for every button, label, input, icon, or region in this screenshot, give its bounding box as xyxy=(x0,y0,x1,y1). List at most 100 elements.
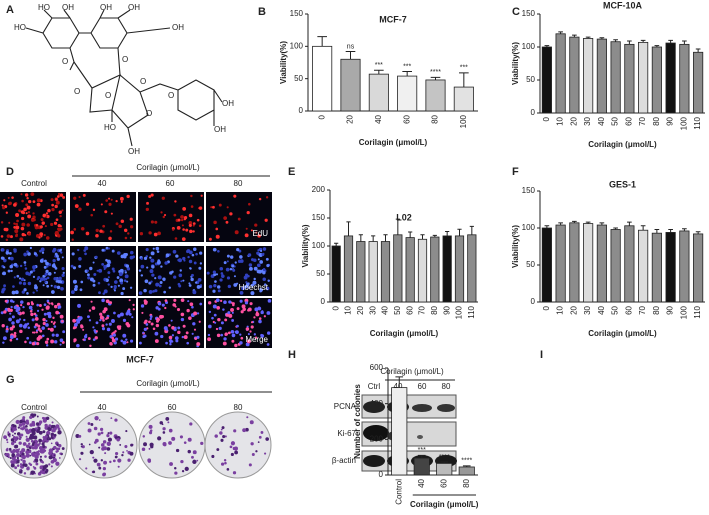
cell-dot xyxy=(84,252,87,256)
cell-dot xyxy=(109,230,113,233)
cell-dot xyxy=(7,196,10,199)
cell-dot xyxy=(129,217,133,221)
cell-dot xyxy=(140,257,143,261)
cell-dot xyxy=(191,253,195,257)
cell-dot xyxy=(131,316,134,319)
cell-dot xyxy=(175,339,179,343)
cell-dot xyxy=(22,211,26,215)
colony xyxy=(41,442,45,446)
band xyxy=(437,404,455,412)
panel-label: E xyxy=(288,166,295,178)
cell-dot xyxy=(78,195,81,199)
cell-dot xyxy=(148,320,151,324)
cell-dot xyxy=(45,344,49,347)
cell-dot xyxy=(113,289,116,292)
cell-dot xyxy=(2,336,7,341)
cell-dot xyxy=(88,319,92,322)
cell-dot xyxy=(105,299,110,304)
cell-dot xyxy=(8,221,11,224)
colony xyxy=(35,462,39,466)
panel-label: C xyxy=(512,6,520,18)
error-bar xyxy=(334,242,339,246)
panel-label: F xyxy=(512,166,519,178)
cell-dot xyxy=(104,210,108,214)
cell-dot xyxy=(45,236,50,240)
treatment-label: Corilagin (μmol/L) xyxy=(380,367,444,376)
cell-dot xyxy=(8,251,12,255)
cell-dot xyxy=(215,273,219,276)
bar xyxy=(583,223,594,303)
colony xyxy=(220,438,224,442)
colony xyxy=(163,442,167,447)
cell-dot xyxy=(143,334,147,338)
bar xyxy=(343,235,354,303)
y-axis-label: Viability(%) xyxy=(511,42,520,85)
colony xyxy=(109,431,113,435)
colony xyxy=(34,454,39,460)
cell-dot xyxy=(119,278,124,283)
cell-dot xyxy=(177,326,181,330)
colony xyxy=(29,415,33,419)
cell-dot xyxy=(116,276,120,279)
bar xyxy=(638,41,649,114)
cell-dot xyxy=(264,218,268,222)
colony xyxy=(28,446,32,449)
error-bar xyxy=(462,465,471,467)
cell-dot xyxy=(120,291,124,296)
cell-dot xyxy=(93,273,97,277)
cell-dot xyxy=(247,286,251,289)
colony xyxy=(232,471,237,475)
error-bar xyxy=(445,230,450,236)
cell-dot xyxy=(244,273,249,277)
cell-dot xyxy=(34,285,38,290)
x-tick-label: 0 xyxy=(317,114,326,119)
colony xyxy=(15,419,20,425)
cell-dot xyxy=(52,249,56,253)
x-tick-label: 100 xyxy=(459,114,468,128)
cell-dot xyxy=(86,273,90,277)
colony xyxy=(87,422,91,425)
cell-dot xyxy=(82,328,85,331)
column-label: 60 xyxy=(168,403,177,412)
cell-dot xyxy=(171,228,175,231)
cell-dot xyxy=(31,331,34,334)
cell-dot xyxy=(188,259,193,264)
colony xyxy=(100,443,105,447)
chart-title: MCF-7 xyxy=(379,14,407,24)
colony xyxy=(80,443,83,446)
cell-dot xyxy=(104,279,107,282)
cell-dot xyxy=(43,234,46,237)
colony xyxy=(89,449,94,455)
cell-dot xyxy=(13,225,16,229)
cell-dot xyxy=(85,231,90,236)
atom-label: OH xyxy=(62,3,74,12)
colony xyxy=(53,454,56,457)
colony xyxy=(29,423,33,427)
error-bar xyxy=(417,454,426,459)
colony xyxy=(192,450,197,455)
cell-dot xyxy=(256,263,261,268)
colony xyxy=(45,416,50,420)
cell-dot xyxy=(182,256,186,261)
cell-dot xyxy=(208,310,212,314)
cell-dot xyxy=(85,202,90,206)
cell-dot xyxy=(53,277,57,281)
cell-dot xyxy=(143,256,148,261)
column-label: 40 xyxy=(98,403,107,412)
colony xyxy=(106,434,110,438)
cell-dot xyxy=(23,261,27,264)
colony xyxy=(165,417,170,421)
cell-dot xyxy=(118,224,122,229)
colony xyxy=(183,441,187,444)
colony xyxy=(19,427,23,430)
cell-dot xyxy=(145,248,149,252)
cell-dot xyxy=(20,304,23,307)
cell-dot xyxy=(213,220,217,225)
chart: 0 200 400 600 Number of colonies Control 40 ***… xyxy=(353,363,479,509)
cell-dot xyxy=(12,285,15,288)
cell-dot xyxy=(144,279,149,284)
bar xyxy=(583,38,594,114)
cell-dot xyxy=(154,277,157,280)
cell-dot xyxy=(126,194,130,199)
colony xyxy=(257,441,260,444)
